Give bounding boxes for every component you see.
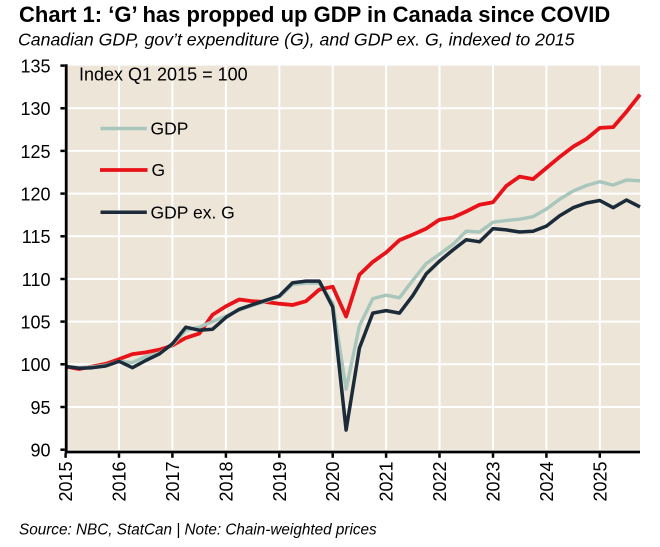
svg-text:115: 115 [22,227,51,247]
svg-text:110: 110 [22,270,51,290]
svg-text:100: 100 [20,355,50,375]
svg-text:GDP: GDP [151,119,189,139]
svg-text:2017: 2017 [163,461,183,501]
svg-text:130: 130 [20,99,50,119]
svg-text:2022: 2022 [430,461,450,501]
svg-text:G: G [152,160,166,180]
svg-text:2020: 2020 [323,461,343,501]
svg-text:GDP ex. G: GDP ex. G [151,203,235,223]
svg-text:125: 125 [20,142,50,162]
svg-text:90: 90 [30,441,50,461]
svg-text:2015: 2015 [56,461,76,501]
svg-text:Chart 1: ‘G’ has propped up GD: Chart 1: ‘G’ has propped up GDP in Canad… [19,2,610,27]
svg-text:135: 135 [20,56,50,76]
svg-text:2023: 2023 [484,461,504,501]
svg-text:Index Q1 2015 = 100: Index Q1 2015 = 100 [79,64,248,84]
svg-text:2016: 2016 [110,461,130,501]
svg-text:2024: 2024 [537,461,557,501]
svg-text:Source: NBC, StatCan | Note: C: Source: NBC, StatCan | Note: Chain-weigh… [19,522,377,539]
svg-text:2021: 2021 [377,461,397,501]
svg-text:105: 105 [20,312,50,332]
svg-text:95: 95 [30,398,50,418]
svg-text:Canadian GDP, gov’t expenditur: Canadian GDP, gov’t expenditure (G), and… [18,30,575,50]
svg-text:2019: 2019 [270,461,290,501]
svg-text:120: 120 [20,184,50,204]
svg-text:2018: 2018 [216,461,236,501]
svg-text:2025: 2025 [590,461,610,501]
